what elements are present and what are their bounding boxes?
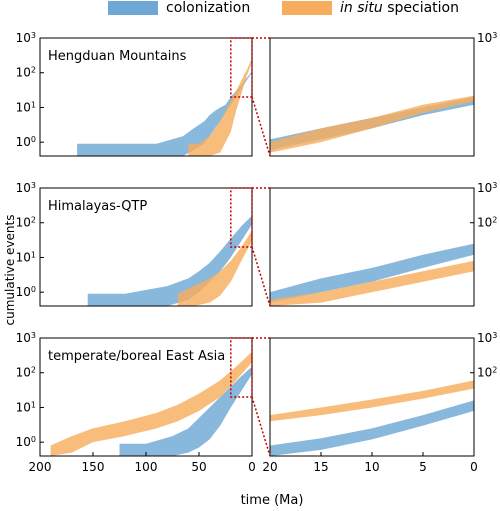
y-tick-label: 100 [16, 135, 36, 150]
speciation-band [270, 95, 474, 153]
legend-speciation: in situ speciation [282, 0, 459, 16]
y-tick-label: 100 [16, 285, 36, 300]
legend-speciation-italic: in situ [340, 0, 383, 16]
x-tick-label: 100 [135, 460, 158, 474]
y-tick-label: 102 [16, 65, 36, 80]
zoom-connector [251, 396, 271, 457]
colonization-band [77, 71, 252, 156]
colonization-swatch [108, 1, 158, 15]
y-tick-label: 101 [16, 400, 36, 415]
x-tick-label: 15 [313, 460, 328, 474]
legend: colonization in situ speciation [0, 0, 500, 30]
zoom-connectors [251, 37, 271, 457]
y-axis-label: cumulative events [3, 215, 17, 326]
colonization-band [119, 366, 252, 456]
x-tick-label: 5 [419, 460, 427, 474]
panel-5: 100 101 102 103 200 150 100 50 0 temperate/boreal… [16, 331, 256, 475]
y-tick-label: 102 [16, 365, 36, 380]
axes-frame [269, 187, 475, 307]
y-tick-label: 103 [477, 31, 497, 46]
speciation-band [270, 260, 474, 306]
x-tick-label: 0 [248, 460, 256, 474]
legend-speciation-label: speciation [382, 0, 459, 16]
panel-6: 103 102 20 15 10 5 0 [262, 331, 497, 475]
y-tick-label: 103 [477, 331, 497, 346]
y-tick-label: 103 [16, 181, 36, 196]
panel-title: Himalayas-QTP [48, 199, 147, 214]
y-tick-label: 100 [16, 435, 36, 450]
x-tick-label: 10 [364, 460, 379, 474]
y-tick-label: 102 [16, 215, 36, 230]
speciation-swatch [282, 1, 332, 15]
y-tick-label: 103 [16, 31, 36, 46]
legend-colonization: colonization [108, 0, 250, 16]
panel-title: Hengduan Mountains [48, 49, 187, 64]
y-tick-label: 102 [477, 365, 497, 380]
speciation-band [177, 230, 252, 306]
panel-2: 103 [269, 31, 497, 157]
x-tick-label: 150 [82, 460, 105, 474]
panel-3: 100 101 102 103 Himalayas-QTP [16, 181, 253, 307]
colonization-band [270, 400, 474, 456]
zoom-connector [251, 246, 271, 307]
y-tick-label: 101 [16, 100, 36, 115]
speciation-band [188, 58, 252, 156]
zoom-connector [251, 96, 271, 157]
y-tick-label: 101 [16, 250, 36, 265]
y-tick-label: 103 [477, 181, 497, 196]
x-tick-label: 200 [29, 460, 52, 474]
speciation-band [50, 351, 252, 456]
x-tick-label: 20 [262, 460, 277, 474]
speciation-band [270, 380, 474, 422]
panel-4: 103 102 [269, 181, 497, 307]
axes-frame [269, 37, 475, 157]
y-tick-label: 103 [16, 331, 36, 346]
panel-1: 100 101 102 103 Hengduan Mountains [16, 31, 253, 157]
x-tick-label: 50 [191, 460, 206, 474]
colonization-band [87, 215, 252, 306]
x-axis-label: time (Ma) [241, 493, 304, 508]
colonization-band [270, 243, 474, 303]
panel-title: temperate/boreal East Asia [48, 349, 225, 364]
x-tick-label: 0 [470, 460, 478, 474]
y-tick-label: 102 [477, 215, 497, 230]
legend-colonization-label: colonization [166, 0, 251, 16]
